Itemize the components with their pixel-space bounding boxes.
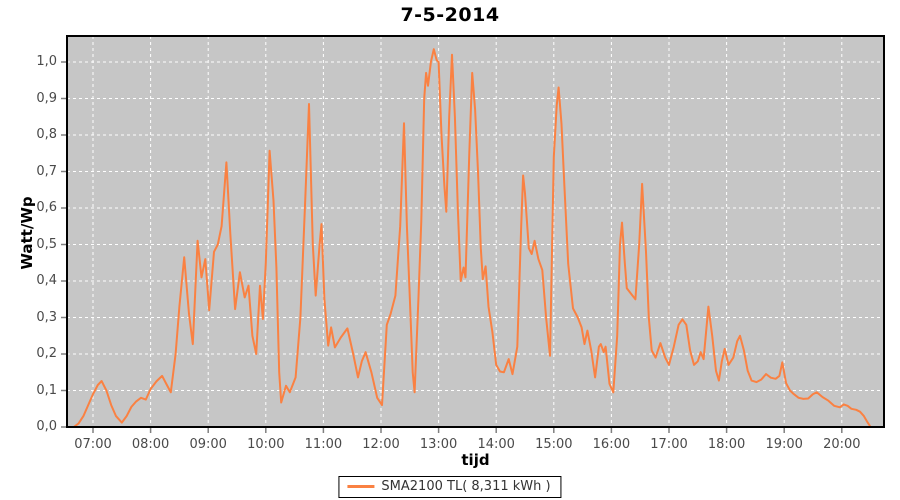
legend-label: SMA2100 TL( 8,311 kWh ) bbox=[381, 479, 551, 494]
y-tick-label: 0,1 bbox=[36, 382, 57, 398]
legend-line-swatch bbox=[347, 485, 375, 488]
y-tick-label: 0,6 bbox=[36, 200, 57, 215]
legend: SMA2100 TL( 8,311 kWh ) bbox=[338, 476, 562, 498]
y-tick-label: 0,9 bbox=[36, 90, 57, 106]
y-tick-label: 0,5 bbox=[36, 236, 57, 252]
x-tick-label: 18:00 bbox=[707, 437, 746, 452]
x-axis-title: tijd bbox=[461, 451, 490, 469]
x-tick-label: 12:00 bbox=[362, 437, 400, 452]
x-tick-label: 11:00 bbox=[304, 437, 343, 452]
y-tick-label: 0,3 bbox=[36, 309, 57, 325]
plot-background bbox=[67, 36, 884, 427]
series-line bbox=[72, 48, 872, 428]
x-tick-label: 14:00 bbox=[477, 437, 515, 452]
x-tick-label: 09:00 bbox=[189, 437, 227, 452]
x-tick-label: 15:00 bbox=[535, 437, 573, 452]
x-tick-label: 17:00 bbox=[650, 437, 688, 452]
y-tick-label: 0,0 bbox=[36, 419, 57, 434]
y-tick-label: 0,2 bbox=[36, 346, 57, 361]
x-tick-label: 10:00 bbox=[247, 437, 285, 452]
y-tick-label: 0,4 bbox=[36, 273, 57, 288]
y-tick-label: 0,8 bbox=[36, 127, 57, 142]
x-tick-label: 08:00 bbox=[131, 437, 170, 452]
plot-border bbox=[66, 35, 885, 428]
x-tick-label: 13:00 bbox=[419, 437, 458, 452]
chart-title: 7-5-2014 bbox=[400, 4, 500, 26]
x-tick-label: 16:00 bbox=[592, 437, 631, 452]
x-tick-label: 19:00 bbox=[765, 437, 803, 452]
x-tick-label: 20:00 bbox=[823, 437, 861, 452]
y-tick-label: 0,7 bbox=[36, 163, 57, 179]
x-tick-label: 07:00 bbox=[74, 437, 112, 452]
y-tick-label: 1,0 bbox=[36, 54, 57, 69]
